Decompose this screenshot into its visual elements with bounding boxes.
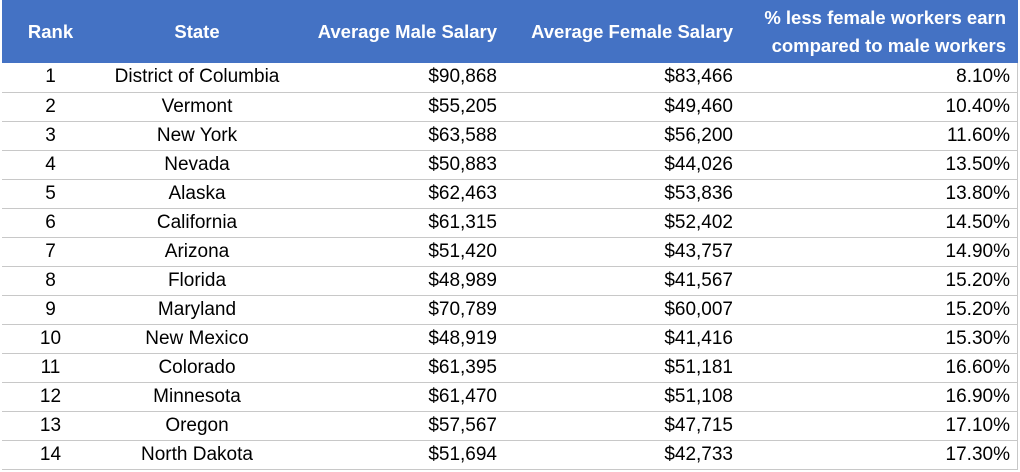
header-state: State: [99, 0, 295, 63]
cell-percent-less: 15.20%: [739, 295, 1018, 325]
table-row: 1 District of Columbia $90,868 $83,466 8.10%: [2, 63, 1018, 93]
table-row: 13 Oregon $57,567 $47,715 17.10%: [2, 411, 1018, 441]
cell-average-female-salary: $49,460: [503, 92, 739, 122]
cell-percent-less: 16.90%: [739, 382, 1018, 412]
cell-average-male-salary: $51,694: [295, 440, 503, 470]
cell-state: Minnesota: [99, 382, 295, 412]
cell-average-female-salary: $83,466: [503, 63, 739, 93]
cell-state: Oregon: [99, 411, 295, 441]
table-row: 3 New York $63,588 $56,200 11.60%: [2, 121, 1018, 151]
table-row: 8 Florida $48,989 $41,567 15.20%: [2, 266, 1018, 296]
table-row: 11 Colorado $61,395 $51,181 16.60%: [2, 353, 1018, 383]
cell-rank: 8: [2, 266, 99, 296]
cell-state: Florida: [99, 266, 295, 296]
cell-percent-less: 13.80%: [739, 179, 1018, 209]
cell-rank: 6: [2, 208, 99, 238]
table-row: 7 Arizona $51,420 $43,757 14.90%: [2, 237, 1018, 267]
table-row: 5 Alaska $62,463 $53,836 13.80%: [2, 179, 1018, 209]
grid-right-edge: [1017, 63, 1018, 470]
table-row: 10 New Mexico $48,919 $41,416 15.30%: [2, 324, 1018, 354]
table-row: 14 North Dakota $51,694 $42,733 17.30%: [2, 440, 1018, 470]
cell-state: Arizona: [99, 237, 295, 267]
header-rank: Rank: [2, 0, 99, 63]
cell-state: Alaska: [99, 179, 295, 209]
cell-average-male-salary: $48,919: [295, 324, 503, 354]
cell-percent-less: 14.50%: [739, 208, 1018, 238]
cell-state: Maryland: [99, 295, 295, 325]
cell-average-male-salary: $50,883: [295, 150, 503, 180]
cell-percent-less: 14.90%: [739, 237, 1018, 267]
cell-rank: 1: [2, 63, 99, 93]
cell-average-male-salary: $61,315: [295, 208, 503, 238]
cell-average-female-salary: $41,567: [503, 266, 739, 296]
cell-average-female-salary: $51,181: [503, 353, 739, 383]
header-percent-less: % less female workers earn compared to m…: [739, 0, 1018, 63]
cell-percent-less: 15.30%: [739, 324, 1018, 354]
cell-state: North Dakota: [99, 440, 295, 470]
cell-rank: 9: [2, 295, 99, 325]
cell-percent-less: 11.60%: [739, 121, 1018, 151]
cell-rank: 14: [2, 440, 99, 470]
cell-state: Vermont: [99, 92, 295, 122]
cell-average-male-salary: $55,205: [295, 92, 503, 122]
cell-rank: 11: [2, 353, 99, 383]
cell-rank: 7: [2, 237, 99, 267]
cell-percent-less: 13.50%: [739, 150, 1018, 180]
cell-state: District of Columbia: [99, 63, 295, 93]
cell-percent-less: 16.60%: [739, 353, 1018, 383]
table-header: Rank State Average Male Salary Average F…: [2, 0, 1018, 63]
cell-average-female-salary: $53,836: [503, 179, 739, 209]
cell-state: New Mexico: [99, 324, 295, 354]
cell-average-female-salary: $52,402: [503, 208, 739, 238]
table-row: 6 California $61,315 $52,402 14.50%: [2, 208, 1018, 238]
cell-average-male-salary: $90,868: [295, 63, 503, 93]
cell-average-male-salary: $48,989: [295, 266, 503, 296]
cell-state: Colorado: [99, 353, 295, 383]
table-row: 12 Minnesota $61,470 $51,108 16.90%: [2, 382, 1018, 412]
cell-average-female-salary: $51,108: [503, 382, 739, 412]
cell-average-male-salary: $70,789: [295, 295, 503, 325]
header-average-female-salary: Average Female Salary: [503, 0, 739, 63]
cell-percent-less: 8.10%: [739, 63, 1018, 93]
table-row: 2 Vermont $55,205 $49,460 10.40%: [2, 92, 1018, 122]
cell-rank: 3: [2, 121, 99, 151]
cell-average-male-salary: $61,470: [295, 382, 503, 412]
cell-percent-less: 10.40%: [739, 92, 1018, 122]
cell-average-male-salary: $51,420: [295, 237, 503, 267]
cell-state: New York: [99, 121, 295, 151]
cell-average-female-salary: $60,007: [503, 295, 739, 325]
table-row: 9 Maryland $70,789 $60,007 15.20%: [2, 295, 1018, 325]
cell-average-male-salary: $62,463: [295, 179, 503, 209]
cell-rank: 2: [2, 92, 99, 122]
cell-state: Nevada: [99, 150, 295, 180]
cell-percent-less: 17.10%: [739, 411, 1018, 441]
cell-average-male-salary: $63,588: [295, 121, 503, 151]
cell-average-female-salary: $41,416: [503, 324, 739, 354]
cell-average-female-salary: $43,757: [503, 237, 739, 267]
cell-average-male-salary: $57,567: [295, 411, 503, 441]
header-average-male-salary: Average Male Salary: [295, 0, 503, 63]
cell-rank: 12: [2, 382, 99, 412]
cell-average-female-salary: $56,200: [503, 121, 739, 151]
cell-rank: 10: [2, 324, 99, 354]
cell-percent-less: 15.20%: [739, 266, 1018, 296]
cell-average-female-salary: $44,026: [503, 150, 739, 180]
table-row: 4 Nevada $50,883 $44,026 13.50%: [2, 150, 1018, 180]
table-body: 1 District of Columbia $90,868 $83,466 8.10%…: [2, 63, 1018, 470]
header-row: Rank State Average Male Salary Average F…: [2, 0, 1018, 63]
cell-average-male-salary: $61,395: [295, 353, 503, 383]
cell-average-female-salary: $47,715: [503, 411, 739, 441]
cell-average-female-salary: $42,733: [503, 440, 739, 470]
cell-rank: 13: [2, 411, 99, 441]
cell-rank: 5: [2, 179, 99, 209]
cell-state: California: [99, 208, 295, 238]
cell-rank: 4: [2, 150, 99, 180]
cell-percent-less: 17.30%: [739, 440, 1018, 470]
